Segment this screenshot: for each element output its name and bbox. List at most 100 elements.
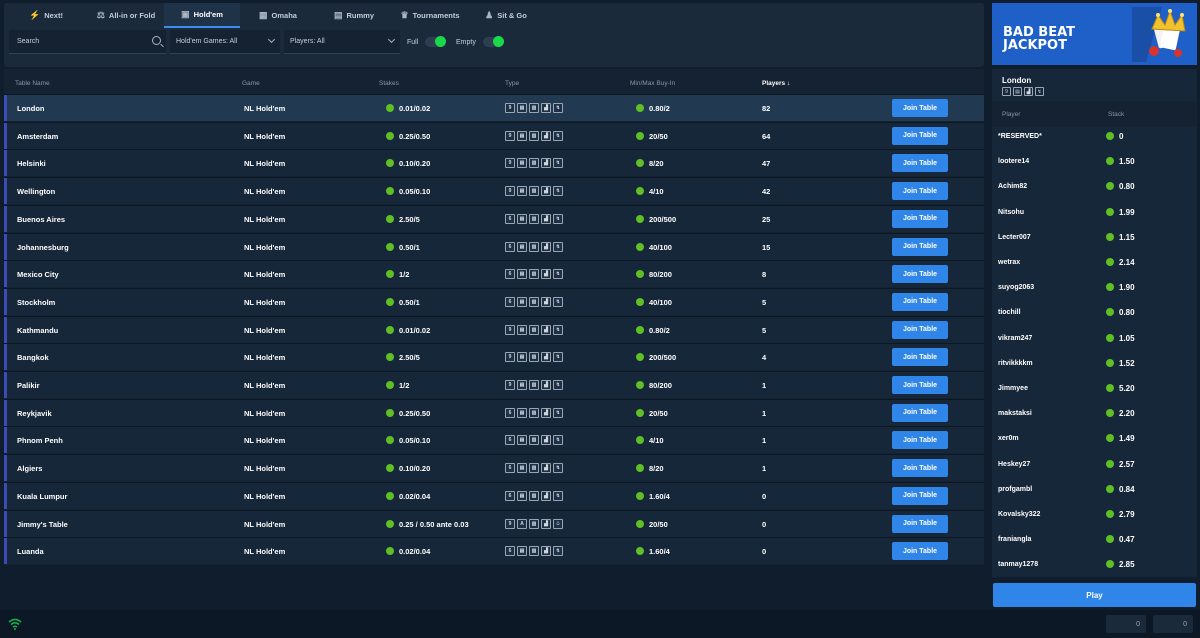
coin-icon <box>386 491 394 500</box>
join-table-button[interactable]: Join Table <box>892 320 948 339</box>
join-table-button[interactable]: Join Table <box>892 403 948 422</box>
stats-icon: ▟ <box>541 324 551 335</box>
full-toggle[interactable]: Full <box>407 30 447 54</box>
join-table-button[interactable]: Join Table <box>892 237 948 256</box>
join-table-button[interactable]: Join Table <box>892 376 948 394</box>
player-stack: 2.20 <box>1106 409 1135 418</box>
full-switch[interactable] <box>425 36 447 47</box>
table-type-icons: 6 ▤ ▥ ▟ ↯ <box>505 241 563 252</box>
coin-icon <box>386 297 394 306</box>
buyin-value: 40/100 <box>649 297 672 307</box>
empty-toggle[interactable]: Empty <box>456 30 504 54</box>
header-game[interactable]: Game <box>242 80 260 87</box>
header-stakes[interactable]: Stakes <box>379 80 399 87</box>
table-players: 47 <box>762 159 771 169</box>
table-buyin: 4/10 <box>636 187 664 196</box>
join-table-button[interactable]: Join Table <box>892 99 948 117</box>
tab-tournaments[interactable]: ♛ Tournaments <box>392 3 468 28</box>
rummy-icon: ▤ <box>333 10 343 20</box>
header-buyin[interactable]: Min/Max Buy-In <box>630 80 676 87</box>
join-table-button[interactable]: Join Table <box>892 209 948 228</box>
table-row[interactable]: Buenos Aires NL Hold'em 2.50/5 6 ▤ ▥ ▟ ↯ 200/500… <box>4 204 984 232</box>
stakes-value: 0.10/0.20 <box>399 464 431 474</box>
table-players: 0 <box>762 547 767 557</box>
table-buyin: 0.80/2 <box>636 104 670 113</box>
table-stakes: 0.25/0.50 <box>386 408 430 418</box>
players-select[interactable]: Players: All <box>284 30 400 54</box>
table-type-icons: 6 ▤ ▥ ▟ ↯ <box>505 296 563 307</box>
join-table-button[interactable]: Join Table <box>892 348 948 367</box>
table-row[interactable]: Wellington NL Hold'em 0.05/0.10 9 ▤ ▥ ▟ ↯ 4/10 42… <box>4 177 984 205</box>
stack-value: 1.05 <box>1119 333 1135 343</box>
coin-icon <box>1106 510 1114 518</box>
table-row[interactable]: Stockholm NL Hold'em 0.50/1 6 ▤ ▥ ▟ ↯ 40/100 5 Joi… <box>4 287 984 315</box>
coin-icon <box>636 464 644 473</box>
coin-icon <box>636 270 644 279</box>
table-type-icons: 6 ▤ ▥ ▟ ↯ <box>505 546 563 557</box>
table-game: NL Hold'em <box>244 491 286 501</box>
tab-rummy[interactable]: ▤ Rummy <box>316 3 392 28</box>
table-game: NL Hold'em <box>244 214 286 224</box>
header-type[interactable]: Type <box>505 80 520 87</box>
table-stakes: 0.10/0.20 <box>386 159 430 168</box>
table-buyin: 1.60/4 <box>636 491 670 501</box>
join-table-button[interactable]: Join Table <box>892 292 948 311</box>
stats-icon: ▟ <box>541 269 551 280</box>
table-row[interactable]: Palikir NL Hold'em 1/2 9 ▤ ▥ ▟ ↯ 80/200 1 Join Tab… <box>4 371 984 398</box>
join-table-button[interactable]: Join Table <box>892 126 948 145</box>
table-buyin: 0.80/2 <box>636 325 670 335</box>
table-row[interactable]: Algiers NL Hold'em 0.10/0.20 6 ▤ ▥ ▟ ↯ 8/20 1 Join… <box>4 454 984 482</box>
bad-beat-jackpot-banner[interactable]: BAD BEAT JACKPOT <box>992 3 1197 65</box>
table-row[interactable]: Helsinki NL Hold'em 0.10/0.20 9 ▤ ▥ ▟ ↯ 8/20 47 Jo… <box>4 149 984 177</box>
table-row[interactable]: Johannesburg NL Hold'em 0.50/1 6 ▤ ▥ ▟ ↯ 40/100 1… <box>4 232 984 260</box>
join-table-button[interactable]: Join Table <box>892 431 948 450</box>
stakes-value: 0.25/0.50 <box>399 131 431 141</box>
tab-all-in-or-fold[interactable]: ⚖ All-in or Fold <box>88 3 164 28</box>
player-stack: 1.52 <box>1106 358 1135 368</box>
join-table-button[interactable]: Join Table <box>892 542 948 561</box>
coin-icon <box>386 104 394 112</box>
player-name: wetrax <box>998 259 1021 266</box>
seats-icon: 6 <box>505 213 515 224</box>
coin-icon <box>1106 182 1114 191</box>
table-row[interactable]: Amsterdam NL Hold'em 0.25/0.50 9 ▤ ▥ ▟ ↯ 20/50 64… <box>4 121 984 149</box>
join-table-button[interactable]: Join Table <box>892 514 948 533</box>
table-row[interactable]: Luanda NL Hold'em 0.02/0.04 6 ▤ ▥ ▟ ↯ 1.60/4 0 Joi… <box>4 537 984 565</box>
join-table-button[interactable]: Join Table <box>892 486 948 505</box>
table-row[interactable]: Reykjavik NL Hold'em 0.25/0.50 6 ▤ ▥ ▟ ↯ 20/50 1 J… <box>4 398 984 426</box>
speed-icon: ↯ <box>553 435 563 446</box>
header-players[interactable]: Players ↓ <box>762 80 791 87</box>
stakes-value: 2.50/5 <box>399 353 420 363</box>
table-row[interactable]: Bangkok NL Hold'em 2.50/5 9 ▤ ▥ ▟ ↯ 200/500 4 Join… <box>4 343 984 371</box>
header-table-name[interactable]: Table Name <box>15 80 50 87</box>
speed-icon: ↯ <box>553 546 563 557</box>
join-table-button[interactable]: Join Table <box>892 154 948 173</box>
tab-next[interactable]: ⚡ Next! <box>4 3 88 28</box>
table-type-icons: 9 ▤ ▥ ▟ ↯ <box>505 158 563 169</box>
table-row[interactable]: Kuala Lumpur NL Hold'em 0.02/0.04 6 ▤ ▥ ▟ ↯ 1.60… <box>4 481 984 509</box>
table-row[interactable]: London NL Hold'em 0.01/0.02 9 ▤ ▥ ▟ ↯ 0.80/2 82 Jo… <box>4 94 984 121</box>
table-players: 1 <box>762 436 767 446</box>
play-button[interactable]: Play <box>993 583 1196 607</box>
coin-icon <box>1106 535 1114 544</box>
holdem-games-select[interactable]: Hold'em Games: All <box>170 30 280 54</box>
holdem-icon: ▣ <box>181 9 190 19</box>
table-stakes: 0.05/0.10 <box>386 436 430 445</box>
table-row[interactable]: Mexico City NL Hold'em 1/2 6 ▤ ▥ ▟ ↯ 80/200 8 Join… <box>4 260 984 288</box>
search-input[interactable]: Search <box>9 30 166 54</box>
table-icon: ▥ <box>529 241 539 252</box>
stack-value: 1.90 <box>1119 283 1135 293</box>
tab-hold-em[interactable]: ▣ Hold'em <box>164 3 240 28</box>
join-table-button[interactable]: Join Table <box>892 265 948 284</box>
empty-switch[interactable] <box>482 36 504 47</box>
table-row[interactable]: Phnom Penh NL Hold'em 0.05/0.10 6 ▤ ▥ ▟ ↯ 4/10 1 J… <box>4 426 984 454</box>
table-row[interactable]: Jimmy's Table NL Hold'em 0.25 / 0.50 ante … <box>4 509 984 537</box>
table-icon: ▥ <box>529 490 539 501</box>
tab-sit-go[interactable]: ♟ Sit & Go <box>468 3 544 28</box>
tab-omaha[interactable]: ▦ Omaha <box>240 3 316 28</box>
player-row: Heskey27 2.57 <box>992 452 1197 478</box>
join-table-button[interactable]: Join Table <box>892 459 948 478</box>
table-row[interactable]: Kathmandu NL Hold'em 0.01/0.02 9 ▤ ▥ ▟ ↯ 0.80/2 5… <box>4 315 984 343</box>
speed-icon: ♤ <box>553 518 563 529</box>
join-table-button[interactable]: Join Table <box>892 182 948 201</box>
